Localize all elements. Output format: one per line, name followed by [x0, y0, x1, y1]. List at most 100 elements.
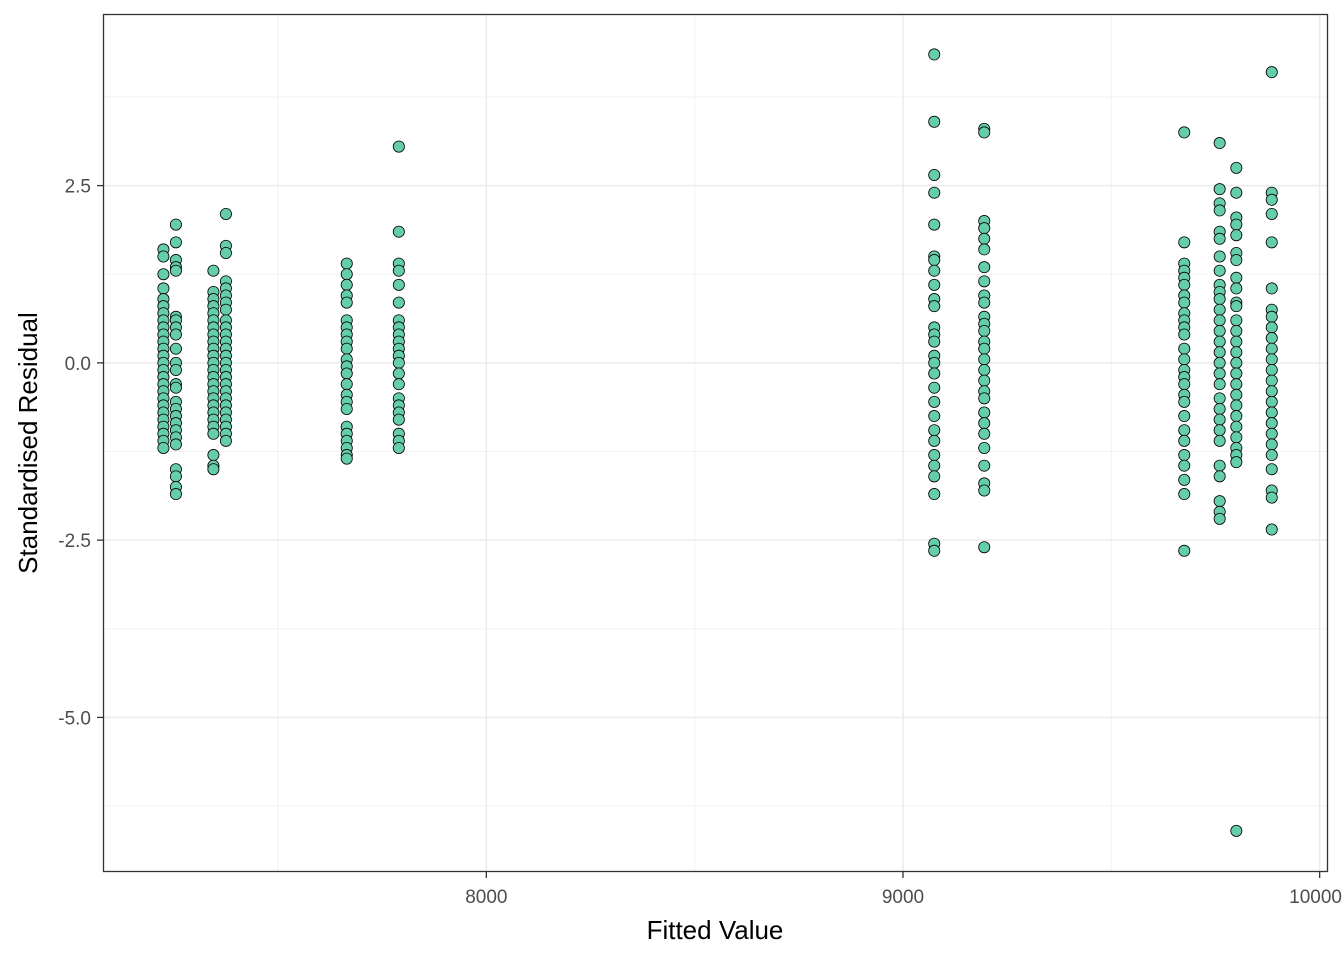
- data-point: [978, 296, 991, 309]
- data-point: [1178, 434, 1191, 447]
- data-point: [928, 335, 941, 348]
- data-point: [928, 254, 941, 267]
- data-point: [1213, 392, 1226, 405]
- data-point: [207, 449, 220, 462]
- data-point: [1178, 328, 1191, 341]
- y-axis: 2.5 0.0 -2.5 -5.0: [58, 177, 103, 729]
- data-point: [392, 413, 405, 426]
- data-point: [1230, 410, 1243, 423]
- data-point: [928, 264, 941, 277]
- data-point: [1230, 431, 1243, 444]
- data-point: [978, 342, 991, 355]
- data-point: [340, 342, 353, 355]
- data-point: [1213, 293, 1226, 306]
- data-point: [1265, 427, 1278, 440]
- y-tick-label: 2.5: [65, 177, 91, 198]
- data-point: [1230, 314, 1243, 327]
- data-point: [978, 459, 991, 472]
- data-point: [1213, 356, 1226, 369]
- data-point: [1230, 420, 1243, 433]
- data-point: [928, 168, 941, 181]
- data-point: [1178, 236, 1191, 249]
- data-point: [207, 264, 220, 277]
- data-point: [1265, 207, 1278, 220]
- data-point: [1265, 491, 1278, 504]
- data-point: [1178, 424, 1191, 437]
- data-point: [1178, 296, 1191, 309]
- data-point: [157, 441, 170, 454]
- data-point: [1213, 204, 1226, 217]
- data-point: [169, 236, 182, 249]
- data-point: [340, 268, 353, 281]
- data-point: [1178, 278, 1191, 291]
- data-point: [928, 488, 941, 501]
- data-point: [978, 353, 991, 366]
- data-point: [928, 218, 941, 231]
- data-point: [928, 449, 941, 462]
- data-point: [207, 463, 220, 476]
- data-point: [1230, 161, 1243, 174]
- data-point: [157, 268, 170, 281]
- data-point: [1265, 395, 1278, 408]
- data-point: [1213, 378, 1226, 391]
- data-point: [928, 300, 941, 313]
- data-point: [1213, 367, 1226, 380]
- data-point: [340, 452, 353, 465]
- data-point: [1230, 367, 1243, 380]
- data-point: [219, 434, 232, 447]
- data-point: [1230, 271, 1243, 284]
- data-point: [157, 250, 170, 263]
- data-point: [1265, 310, 1278, 323]
- data-point: [1230, 388, 1243, 401]
- y-axis-title: Standardised Residual: [13, 312, 43, 574]
- data-point: [978, 126, 991, 139]
- data-point: [1213, 424, 1226, 437]
- data-point: [1230, 335, 1243, 348]
- x-tick-label: 10000: [1289, 887, 1342, 908]
- data-point: [928, 278, 941, 291]
- data-point: [928, 470, 941, 483]
- data-point: [928, 395, 941, 408]
- x-axis: 8000 9000 10000: [465, 872, 1342, 908]
- data-point: [978, 484, 991, 497]
- x-axis-title: Fitted Value: [647, 915, 784, 945]
- data-point: [1178, 488, 1191, 501]
- data-point: [1213, 459, 1226, 472]
- data-point: [157, 282, 170, 295]
- data-point: [1178, 544, 1191, 557]
- data-point: [169, 218, 182, 231]
- data-point: [1230, 254, 1243, 267]
- data-point: [1265, 417, 1278, 430]
- data-point: [978, 427, 991, 440]
- data-point: [340, 296, 353, 309]
- data-point: [928, 410, 941, 423]
- data-point: [219, 303, 232, 316]
- data-point: [392, 296, 405, 309]
- data-point: [1213, 232, 1226, 245]
- data-point: [1265, 363, 1278, 376]
- data-point: [1230, 218, 1243, 231]
- data-point: [1230, 456, 1243, 469]
- data-point: [1213, 402, 1226, 415]
- data-point: [928, 434, 941, 447]
- data-point: [928, 367, 941, 380]
- data-point: [1265, 332, 1278, 345]
- y-tick-label: -5.0: [58, 708, 91, 729]
- data-point: [1265, 406, 1278, 419]
- data-point: [928, 459, 941, 472]
- data-point: [1178, 449, 1191, 462]
- data-point: [392, 140, 405, 153]
- data-point: [1213, 137, 1226, 150]
- data-point: [1178, 378, 1191, 391]
- data-point: [169, 342, 182, 355]
- y-tick-label: 0.0: [65, 354, 91, 375]
- data-point: [340, 278, 353, 291]
- data-point: [340, 378, 353, 391]
- data-point: [1178, 459, 1191, 472]
- plot-panel-border: [102, 13, 1329, 873]
- data-point: [928, 115, 941, 128]
- data-point: [392, 225, 405, 238]
- data-point: [978, 275, 991, 288]
